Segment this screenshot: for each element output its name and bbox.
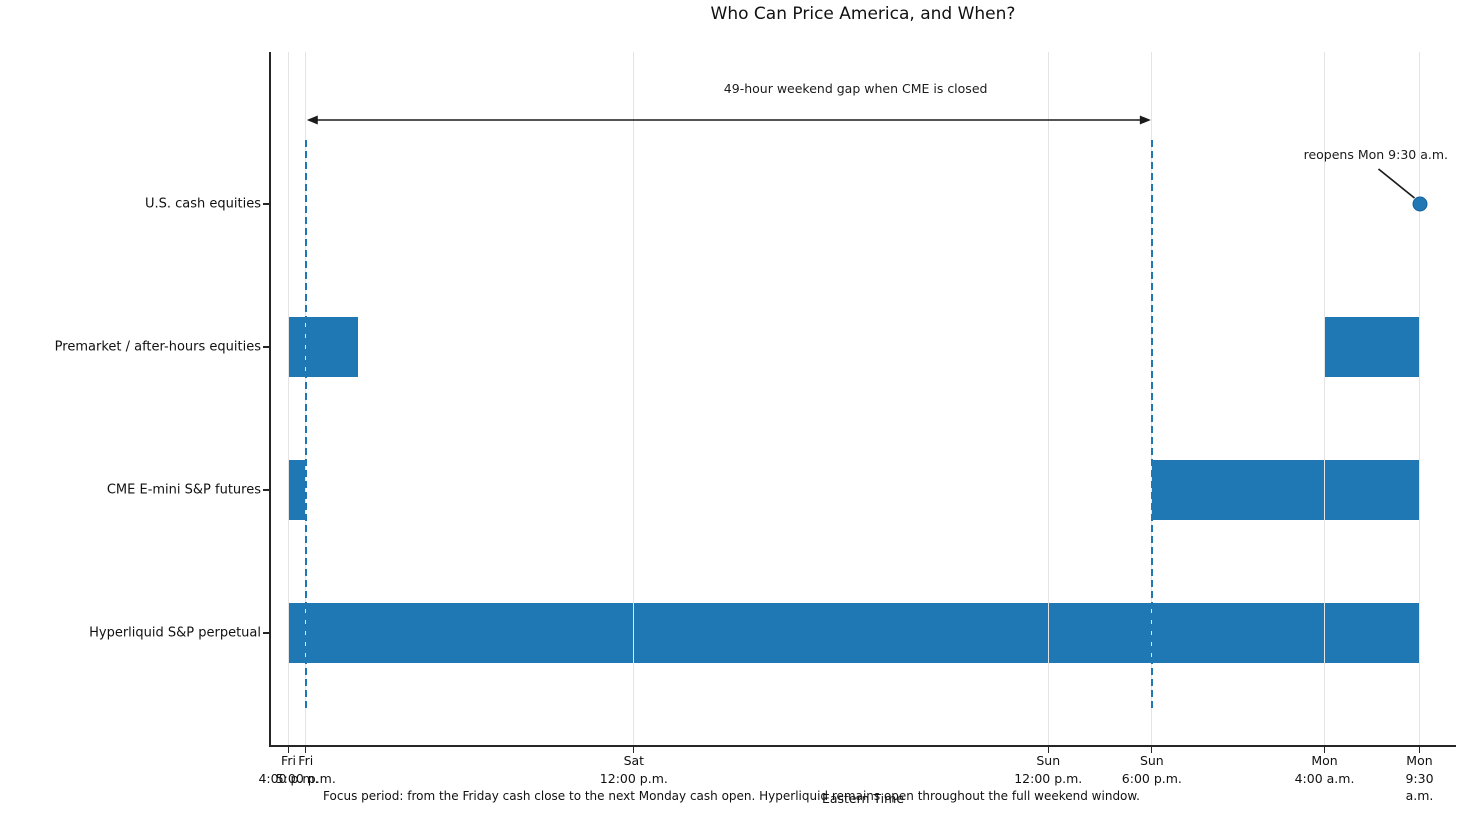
x-axis-title: Eastern Time bbox=[821, 791, 905, 806]
x-axis-spine bbox=[269, 745, 1456, 747]
x-tick-label: Sat 12:00 p.m. bbox=[599, 753, 668, 786]
market-open-bar bbox=[288, 603, 1420, 663]
reopen-annotation: reopens Mon 9:30 a.m. bbox=[1303, 147, 1448, 162]
market-open-bar bbox=[1151, 460, 1420, 520]
x-gridline bbox=[1047, 52, 1049, 745]
market-open-bar bbox=[288, 460, 306, 520]
y-axis-spine bbox=[269, 52, 271, 746]
gap-annotation: 49-hour weekend gap when CME is closed bbox=[723, 81, 988, 96]
chart-title: Who Can Price America, and When? bbox=[710, 4, 1016, 24]
y-tick bbox=[263, 632, 270, 634]
market-open-bar bbox=[1324, 317, 1420, 377]
market-open-bar bbox=[288, 317, 358, 377]
x-tick bbox=[1047, 746, 1049, 753]
y-axis-category-label: CME E-mini S&P futures bbox=[106, 482, 261, 498]
x-tick bbox=[1151, 746, 1153, 753]
x-tick-label: Fri 4:00 p.m. bbox=[258, 753, 319, 786]
reopen-marker-dot bbox=[1412, 196, 1428, 212]
y-tick bbox=[263, 346, 270, 348]
x-gridline bbox=[1324, 52, 1326, 745]
x-tick-label: Fri 5:00 p.m. bbox=[275, 753, 336, 786]
y-axis-category-label: Hyperliquid S&P perpetual bbox=[89, 625, 261, 641]
x-tick bbox=[633, 746, 635, 753]
x-tick bbox=[1323, 746, 1326, 753]
cme-closed-boundary-line bbox=[304, 140, 307, 712]
x-tick-label: Sun 12:00 p.m. bbox=[1014, 753, 1083, 786]
x-tick-label: Sun 6:00 p.m. bbox=[1121, 753, 1182, 786]
caption: Focus period: from the Friday cash close… bbox=[323, 789, 1140, 803]
x-tick-label: Mon 4:00 a.m. bbox=[1294, 753, 1355, 786]
x-tick bbox=[1418, 746, 1421, 753]
y-tick bbox=[263, 489, 270, 491]
cme-closed-boundary-line bbox=[1150, 140, 1153, 712]
x-tick-label: Mon 9:30 a.m. bbox=[1405, 753, 1434, 803]
y-axis-category-label: Premarket / after-hours equities bbox=[54, 339, 261, 355]
x-gridline bbox=[1418, 52, 1420, 745]
y-axis-category-label: U.S. cash equities bbox=[144, 196, 261, 212]
x-gridline bbox=[288, 52, 289, 745]
x-gridline bbox=[633, 52, 635, 745]
x-tick bbox=[287, 746, 290, 753]
x-tick bbox=[305, 746, 307, 753]
y-tick bbox=[263, 203, 270, 205]
